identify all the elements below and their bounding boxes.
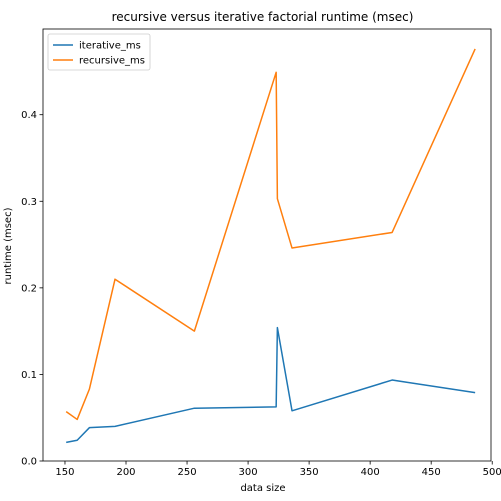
x-tick-label: 500 xyxy=(483,467,501,478)
y-axis-label: runtime (msec) xyxy=(3,207,14,284)
x-tick-label: 250 xyxy=(177,467,196,478)
chart-title: recursive versus iterative factorial run… xyxy=(112,10,414,24)
legend-label-iterative-ms: iterative_ms xyxy=(79,41,141,52)
legend-label-recursive-ms: recursive_ms xyxy=(79,56,145,67)
x-tick-label: 150 xyxy=(55,467,74,478)
y-tick-label: 0.0 xyxy=(21,457,37,468)
y-tick-label: 0.1 xyxy=(21,370,37,381)
legend: iterative_ms recursive_ms xyxy=(48,34,150,70)
y-tick-label: 0.3 xyxy=(21,197,37,208)
x-tick-label: 350 xyxy=(300,467,319,478)
y-tick-label: 0.2 xyxy=(21,283,37,294)
x-tick-label: 300 xyxy=(239,467,258,478)
x-tick-label: 400 xyxy=(361,467,380,478)
y-tick-label: 0.4 xyxy=(21,110,37,121)
x-axis-label: data size xyxy=(240,483,285,494)
x-tick-label: 450 xyxy=(422,467,441,478)
x-tick-label: 200 xyxy=(116,467,135,478)
